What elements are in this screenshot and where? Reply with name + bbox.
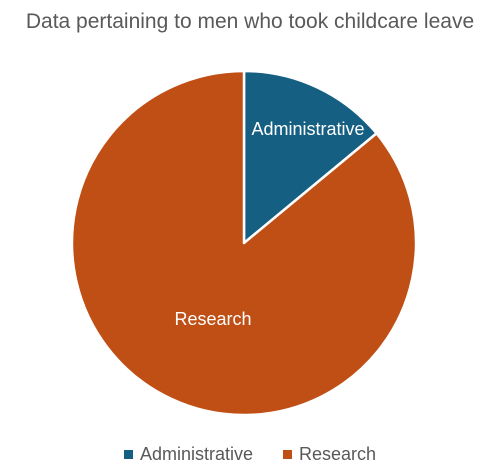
legend-label-research: Research (299, 444, 377, 464)
pie-slice-administrative (242, 69, 378, 245)
chart-title: Data pertaining to men who took childcar… (25, 10, 475, 33)
pie-slice-research (70, 69, 418, 417)
legend: Administrative Research (0, 444, 500, 465)
legend-item-research: Research (283, 444, 376, 465)
legend-label-administrative: Administrative (139, 444, 253, 464)
slice-label-administrative: Administrative (251, 119, 364, 139)
legend-swatch-administrative (123, 450, 133, 459)
legend-item-administrative: Administrative (123, 444, 253, 465)
slice-label-research: Research (174, 309, 251, 329)
legend-swatch-research (283, 450, 292, 459)
